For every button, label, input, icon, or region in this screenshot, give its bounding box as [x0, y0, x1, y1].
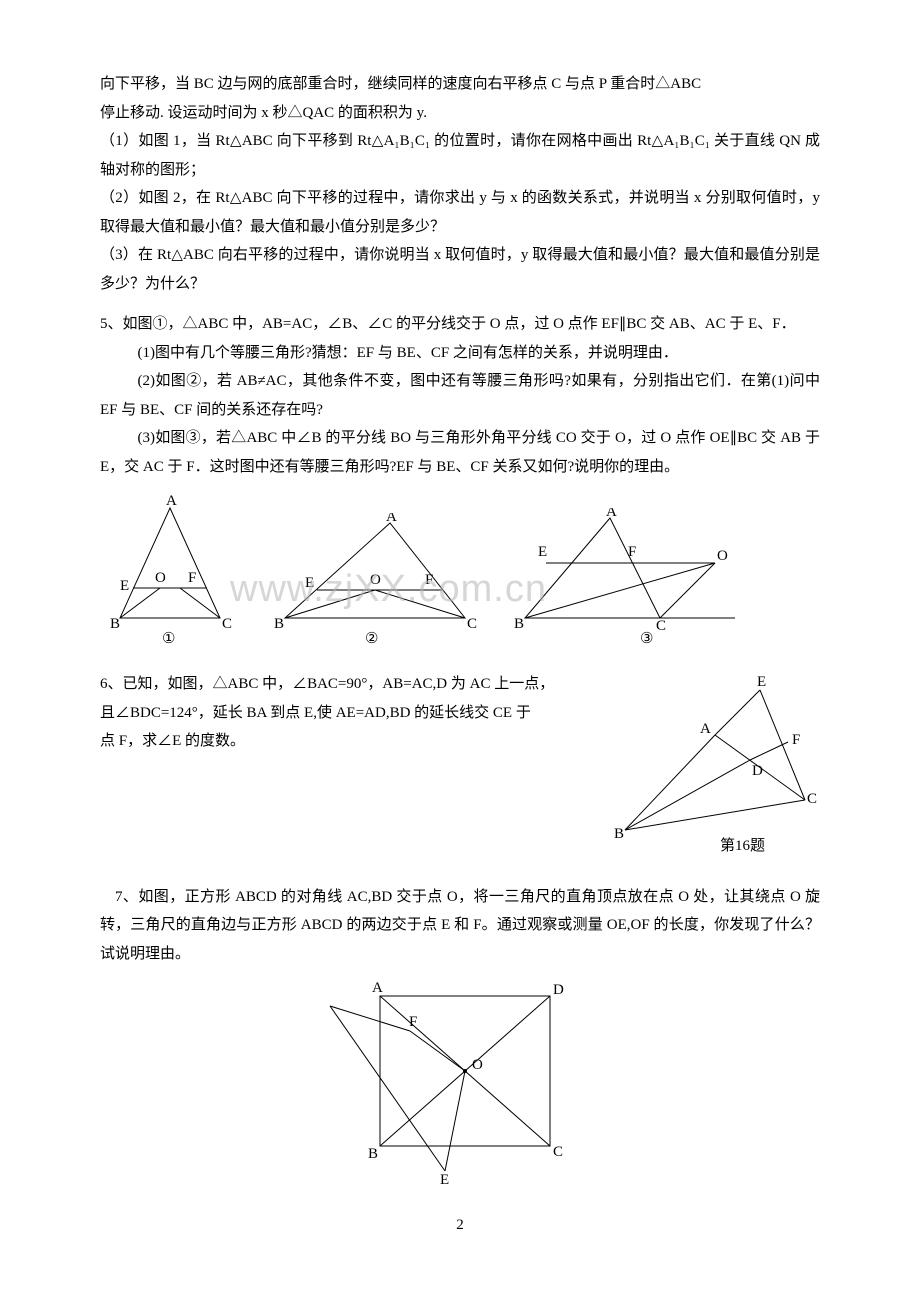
pt-C3: C: [656, 618, 666, 634]
q6-block: 6、已知，如图，△ABC 中，∠BAC=90°，AB=AC,D 为 AC 上一点…: [100, 670, 820, 871]
pt-B6: B: [614, 826, 624, 842]
q4-cont2: 停止移动. 设运动时间为 x 秒△QAC 的面积积为 y.: [100, 99, 820, 128]
q5-diagrams: www.zjXX.com.cn A B C E O F ① A B C E O: [100, 493, 820, 658]
q5-block: 5、如图①，△ABC 中，AB=AC，∠B、∠C 的平分线交于 O 点，过 O …: [100, 310, 820, 658]
pt-F7: F: [409, 1014, 417, 1030]
pt-A2: A: [386, 513, 397, 525]
q7-text: 7、如图，正方形 ABCD 的对角线 AC,BD 交于点 O，将一三角尺的直角顶…: [100, 883, 820, 969]
pt-C2: C: [467, 616, 477, 632]
q5-diagram-3: A B C E F O ③: [510, 508, 740, 658]
q5-p2: (2)如图②，若 AB≠AC，其他条件不变，图中还有等腰三角形吗?如果有，分别指…: [100, 367, 820, 424]
pt-B: B: [110, 616, 120, 632]
page-number: 2: [100, 1211, 820, 1240]
pt-A7: A: [372, 980, 383, 996]
q6-l2: 且∠BDC=124°，延长 BA 到点 E,使 AE=AD,BD 的延长线交 C…: [100, 699, 590, 728]
q4-p3: （3）在 Rt△ABC 向右平移的过程中，请你说明当 x 取何值时，y 取得最大…: [100, 241, 820, 298]
pt-C: C: [222, 616, 232, 632]
q4-cont1: 向下平移，当 BC 边与网的底部重合时，继续同样的速度向右平移点 C 与点 P …: [100, 70, 820, 99]
q5-diagram-2: A B C E O F ②: [270, 513, 480, 658]
pt-E: E: [120, 578, 129, 594]
pt-E7: E: [440, 1172, 449, 1186]
q6-caption: 第16题: [720, 836, 765, 854]
q4-block: 向下平移，当 BC 边与网的底部重合时，继续同样的速度向右平移点 C 与点 P …: [100, 70, 820, 298]
pt-F: F: [188, 570, 196, 586]
q6-l3: 点 F，求∠E 的度数。: [100, 727, 590, 756]
pt-F2: F: [425, 572, 433, 588]
q6-l1: 6、已知，如图，△ABC 中，∠BAC=90°，AB=AC,D 为 AC 上一点…: [100, 670, 590, 699]
pt-O3: O: [717, 548, 728, 564]
pt-E2: E: [305, 575, 314, 591]
pt-B3: B: [514, 616, 524, 632]
pt-O7: O: [472, 1057, 483, 1073]
q7-figure: A D B C F O E: [100, 976, 820, 1186]
pt-D7: D: [553, 982, 564, 998]
label-2: ②: [365, 631, 378, 647]
q6-text: 6、已知，如图，△ABC 中，∠BAC=90°，AB=AC,D 为 AC 上一点…: [100, 670, 590, 756]
pt-D6: D: [752, 763, 763, 779]
pt-F6: F: [792, 732, 800, 748]
q4-p1: （1）如图 1，当 Rt△ABC 向下平移到 Rt△A₁B₁C₁ 的位置时，请你…: [100, 127, 820, 184]
q4-p2: （2）如图 2，在 Rt△ABC 向下平移的过程中，请你求出 y 与 x 的函数…: [100, 184, 820, 241]
pt-A6: A: [700, 721, 711, 737]
q5-intro: 5、如图①，△ABC 中，AB=AC，∠B、∠C 的平分线交于 O 点，过 O …: [100, 310, 820, 339]
q5-p3: (3)如图③，若△ABC 中∠B 的平分线 BO 与三角形外角平分线 CO 交于…: [100, 424, 820, 481]
label-1: ①: [162, 631, 175, 647]
pt-A: A: [166, 493, 177, 509]
pt-B2: B: [274, 616, 284, 632]
pt-C6: C: [807, 791, 817, 807]
pt-E3: E: [538, 544, 547, 560]
pt-B7: B: [368, 1146, 378, 1162]
pt-O2: O: [370, 572, 381, 588]
q6-figure: E A F D C B 第16题: [610, 670, 820, 871]
q5-diagram-1: A B C E O F ①: [100, 493, 240, 658]
label-3: ③: [640, 631, 653, 647]
pt-C7: C: [553, 1144, 563, 1160]
q5-p1: (1)图中有几个等腰三角形?猜想：EF 与 BE、CF 之间有怎样的关系，并说明…: [100, 339, 820, 368]
pt-A3: A: [606, 508, 617, 520]
q7-block: 7、如图，正方形 ABCD 的对角线 AC,BD 交于点 O，将一三角尺的直角顶…: [100, 883, 820, 1187]
pt-E6: E: [757, 674, 766, 690]
pt-O: O: [155, 570, 166, 586]
pt-F3: F: [628, 544, 636, 560]
